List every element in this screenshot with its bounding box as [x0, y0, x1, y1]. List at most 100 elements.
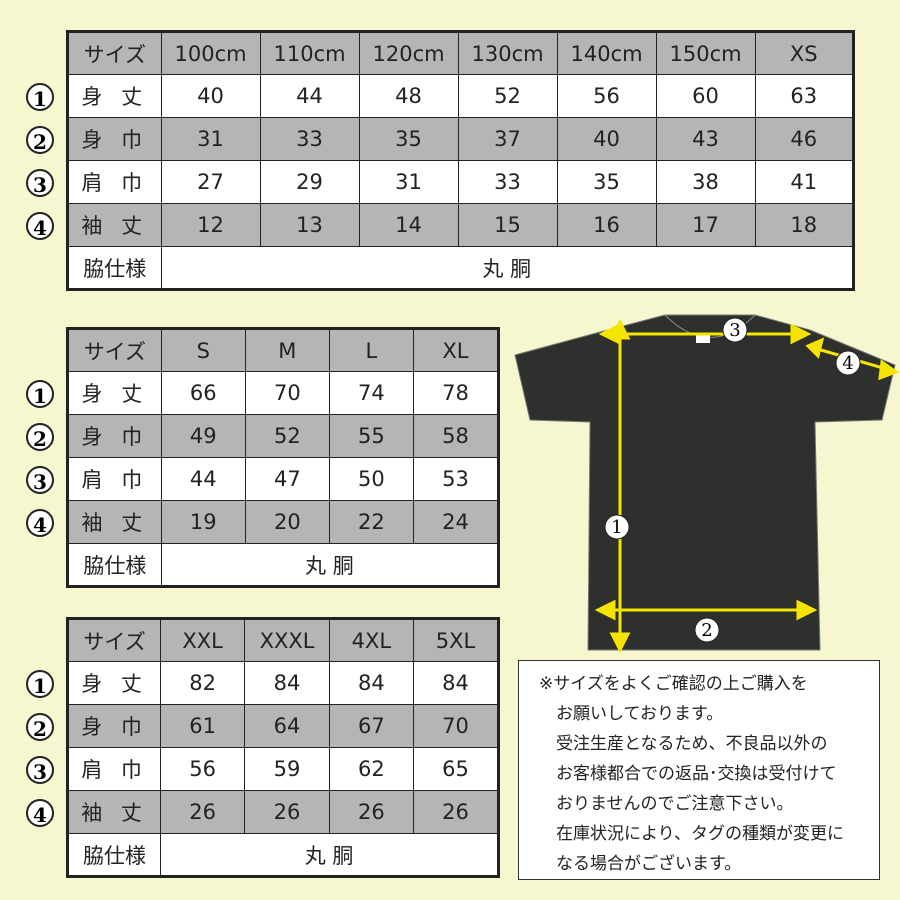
cell: 63 — [754, 74, 855, 118]
cell: 31 — [160, 117, 261, 161]
cell: 27 — [160, 160, 261, 204]
cell: 52 — [244, 414, 330, 458]
note-line: おりませんのでご注意下さい。 — [539, 794, 794, 814]
cell: 24 — [412, 500, 500, 544]
cell: XS — [754, 31, 855, 75]
cell: 59 — [244, 747, 330, 791]
cell: 17 — [655, 203, 756, 247]
cell: 44 — [160, 457, 246, 501]
tshirt-diagram: 1 2 3 4 — [514, 314, 900, 654]
table-row: 身 丈 82 84 84 84 — [66, 661, 500, 705]
row-marker: 1 — [26, 83, 54, 111]
row-label: 脇仕様 — [67, 543, 162, 587]
cell: 35 — [556, 160, 657, 204]
cell: 37 — [457, 117, 558, 161]
table-row: 肩 巾 44 47 50 53 — [67, 457, 500, 501]
cell: 46 — [754, 117, 855, 161]
cell: XL — [412, 328, 500, 372]
row-label: 肩 巾 — [66, 747, 162, 791]
cell: 84 — [328, 661, 414, 705]
row-marker: 4 — [26, 799, 54, 827]
note-line: なる場合がございます。 — [539, 854, 742, 874]
row-label: 身 丈 — [66, 661, 162, 705]
note-line: お客様都合での返品･交換は受付けて — [539, 764, 837, 784]
row-marker: 2 — [26, 126, 54, 154]
cell: 62 — [328, 747, 414, 791]
cell: 12 — [160, 203, 261, 247]
row-label: 身 巾 — [66, 704, 162, 748]
row-label: 脇仕様 — [67, 246, 162, 290]
cell: 60 — [655, 74, 756, 118]
cell: S — [160, 328, 246, 372]
row-label: 袖 丈 — [67, 203, 162, 247]
svg-text:3: 3 — [729, 320, 740, 341]
cell: 56 — [160, 747, 246, 791]
table-row: 肩 巾 56 59 62 65 — [66, 747, 500, 791]
cell: 16 — [556, 203, 657, 247]
cell: 74 — [328, 371, 414, 415]
cell: 130cm — [457, 31, 558, 75]
row-label: 肩 巾 — [67, 457, 162, 501]
cell: 43 — [655, 117, 756, 161]
cell: 78 — [412, 371, 500, 415]
cell: 61 — [160, 704, 246, 748]
size-table-2: サイズ S M L XL 身 丈 66 70 74 78 身 巾 49 52 55 58 肩 巾 44 47 50 5… — [66, 327, 500, 588]
cell: 29 — [259, 160, 360, 204]
row-marker: 4 — [26, 509, 54, 537]
cell: 53 — [412, 457, 500, 501]
cell: 56 — [556, 74, 657, 118]
cell: 64 — [244, 704, 330, 748]
cell: 66 — [160, 371, 246, 415]
measure-arrows — [594, 318, 900, 654]
cell: 82 — [160, 661, 246, 705]
row-marker: 3 — [26, 466, 54, 494]
cell: L — [328, 328, 414, 372]
cell: 33 — [457, 160, 558, 204]
cell: 100cm — [160, 31, 261, 75]
cell: 110cm — [259, 31, 360, 75]
cell: 84 — [412, 661, 500, 705]
cell: 49 — [160, 414, 246, 458]
cell: 70 — [244, 371, 330, 415]
cell: 40 — [160, 74, 261, 118]
cell: XXL — [160, 618, 246, 662]
note-line: 在庫状況により、タグの種類が変更に — [539, 824, 844, 844]
row-marker: 4 — [26, 212, 54, 240]
cell: 120cm — [358, 31, 459, 75]
cell: 38 — [655, 160, 756, 204]
side-spec-row: 脇仕様丸 胴 — [67, 246, 855, 290]
cell: 4XL — [328, 618, 414, 662]
cell: 58 — [412, 414, 500, 458]
svg-text:1: 1 — [611, 517, 622, 538]
size-notice: ※サイズをよくご確認の上ご購入を お願いしております。 受注生産となるため、不良… — [518, 660, 880, 880]
measure-markers: 1 2 3 4 — [604, 317, 861, 643]
row-label: サイズ — [66, 618, 162, 662]
table-row: 身 巾 61 64 67 70 — [66, 704, 500, 748]
row-label: サイズ — [67, 328, 162, 372]
header-row: サイズ 100cm 110cm 120cm 130cm 140cm 150cm XS — [67, 31, 855, 75]
row-label: 肩 巾 — [67, 160, 162, 204]
cell: 65 — [412, 747, 500, 791]
cell: 19 — [160, 500, 246, 544]
row-marker: 2 — [26, 713, 54, 741]
row-label: 身 巾 — [67, 414, 162, 458]
row-label: 脇仕様 — [66, 833, 162, 877]
cell: 41 — [754, 160, 855, 204]
cell: 26 — [412, 790, 500, 834]
cell: 20 — [244, 500, 330, 544]
cell: 40 — [556, 117, 657, 161]
cell: 丸 胴 — [160, 833, 499, 877]
cell: 44 — [259, 74, 360, 118]
svg-text:2: 2 — [701, 620, 712, 641]
header-row: サイズ XXL XXXL 4XL 5XL — [66, 618, 500, 662]
cell: 丸 胴 — [160, 246, 855, 290]
cell: 22 — [328, 500, 414, 544]
row-label: 身 丈 — [67, 371, 162, 415]
row-label: サイズ — [67, 31, 162, 75]
cell: 26 — [160, 790, 246, 834]
header-row: サイズ S M L XL — [67, 328, 500, 372]
row-label: 身 丈 — [67, 74, 162, 118]
tag-icon — [696, 334, 710, 343]
cell: M — [244, 328, 330, 372]
table-row: 身 丈 66 70 74 78 — [67, 371, 500, 415]
